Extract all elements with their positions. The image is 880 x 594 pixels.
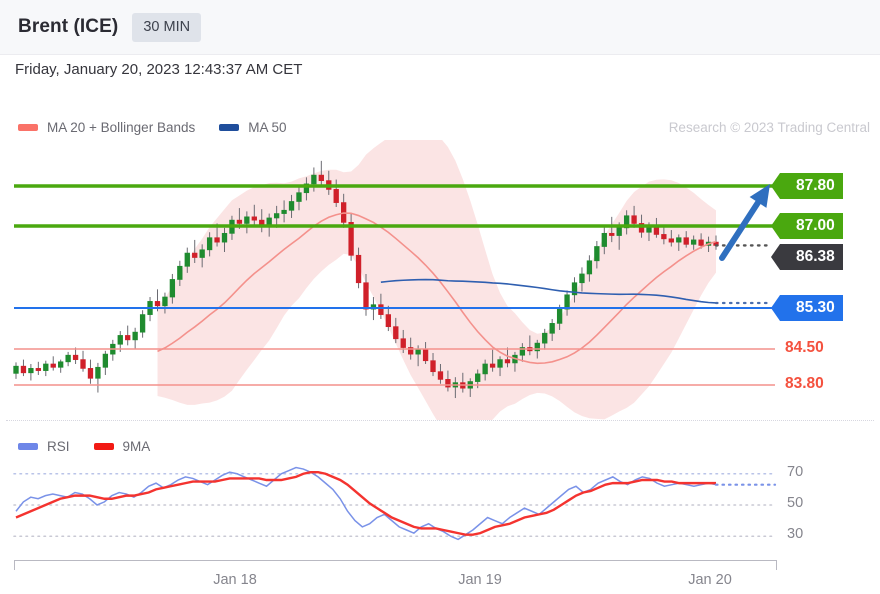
level-lines <box>14 184 775 386</box>
legend-item-9ma[interactable]: 9MA <box>93 439 151 454</box>
rsi-chart-svg <box>13 466 777 541</box>
datestamp: Friday, January 20, 2023 12:43:37 AM CET <box>15 61 303 78</box>
panel-divider <box>6 420 874 421</box>
last-price-projection <box>714 244 772 305</box>
rsi-ma-line <box>15 470 716 536</box>
attribution-text: Research © 2023 Trading Central <box>668 120 870 135</box>
legend-item-rsi[interactable]: RSI <box>18 439 70 454</box>
price-level-84.50: 84.50 <box>785 339 824 356</box>
rsi-level-70: 70 <box>787 463 804 480</box>
rsi-chart-panel <box>0 455 880 555</box>
instrument-title: Brent (ICE) <box>18 16 119 37</box>
legend-item-ma20[interactable]: MA 20 + Bollinger Bands <box>18 120 195 135</box>
legend-label-9ma: 9MA <box>122 439 151 454</box>
bullish-arrow-annotation <box>719 184 770 261</box>
price-tag-87.80: 87.80 <box>771 173 843 199</box>
legend-label-ma50: MA 50 <box>248 120 287 135</box>
price-level-83.80: 83.80 <box>785 375 824 392</box>
rsi-gridlines <box>13 472 776 538</box>
x-tick-jan-18: Jan 18 <box>213 572 257 588</box>
rsi-level-30: 30 <box>787 526 804 543</box>
rsi-line <box>15 466 717 541</box>
rsi-swatch-icon <box>18 443 38 450</box>
x-tick-jan-20: Jan 20 <box>688 572 732 588</box>
legend-label-rsi: RSI <box>47 439 70 454</box>
x-tick-jan-19: Jan 19 <box>458 572 502 588</box>
rsi-level-50: 50 <box>787 495 804 511</box>
ma50-swatch-icon <box>219 124 240 131</box>
ma20-swatch-icon <box>18 124 38 131</box>
price-chart-panel <box>0 140 880 420</box>
price-tag-85.30: 85.30 <box>771 295 843 321</box>
price-tag-87.00: 87.00 <box>771 213 843 239</box>
price-legend: MA 20 + Bollinger Bands MA 50 <box>18 120 311 135</box>
x-axis: Jan 18 Jan 19 Jan 20 <box>0 552 880 594</box>
chart-header: Brent (ICE) 30 MIN <box>0 0 880 55</box>
timeframe-badge[interactable]: 30 MIN <box>132 12 202 42</box>
ma50-line <box>380 278 717 304</box>
legend-label-ma20: MA 20 + Bollinger Bands <box>47 120 196 135</box>
price-chart-svg <box>13 140 775 420</box>
legend-item-ma50[interactable]: MA 50 <box>219 120 287 135</box>
x-axis-bracket <box>14 560 777 570</box>
rsi-ma-swatch-icon <box>93 443 114 450</box>
price-tag-86.38: 86.38 <box>771 244 843 270</box>
rsi-legend: RSI 9MA <box>18 439 174 454</box>
